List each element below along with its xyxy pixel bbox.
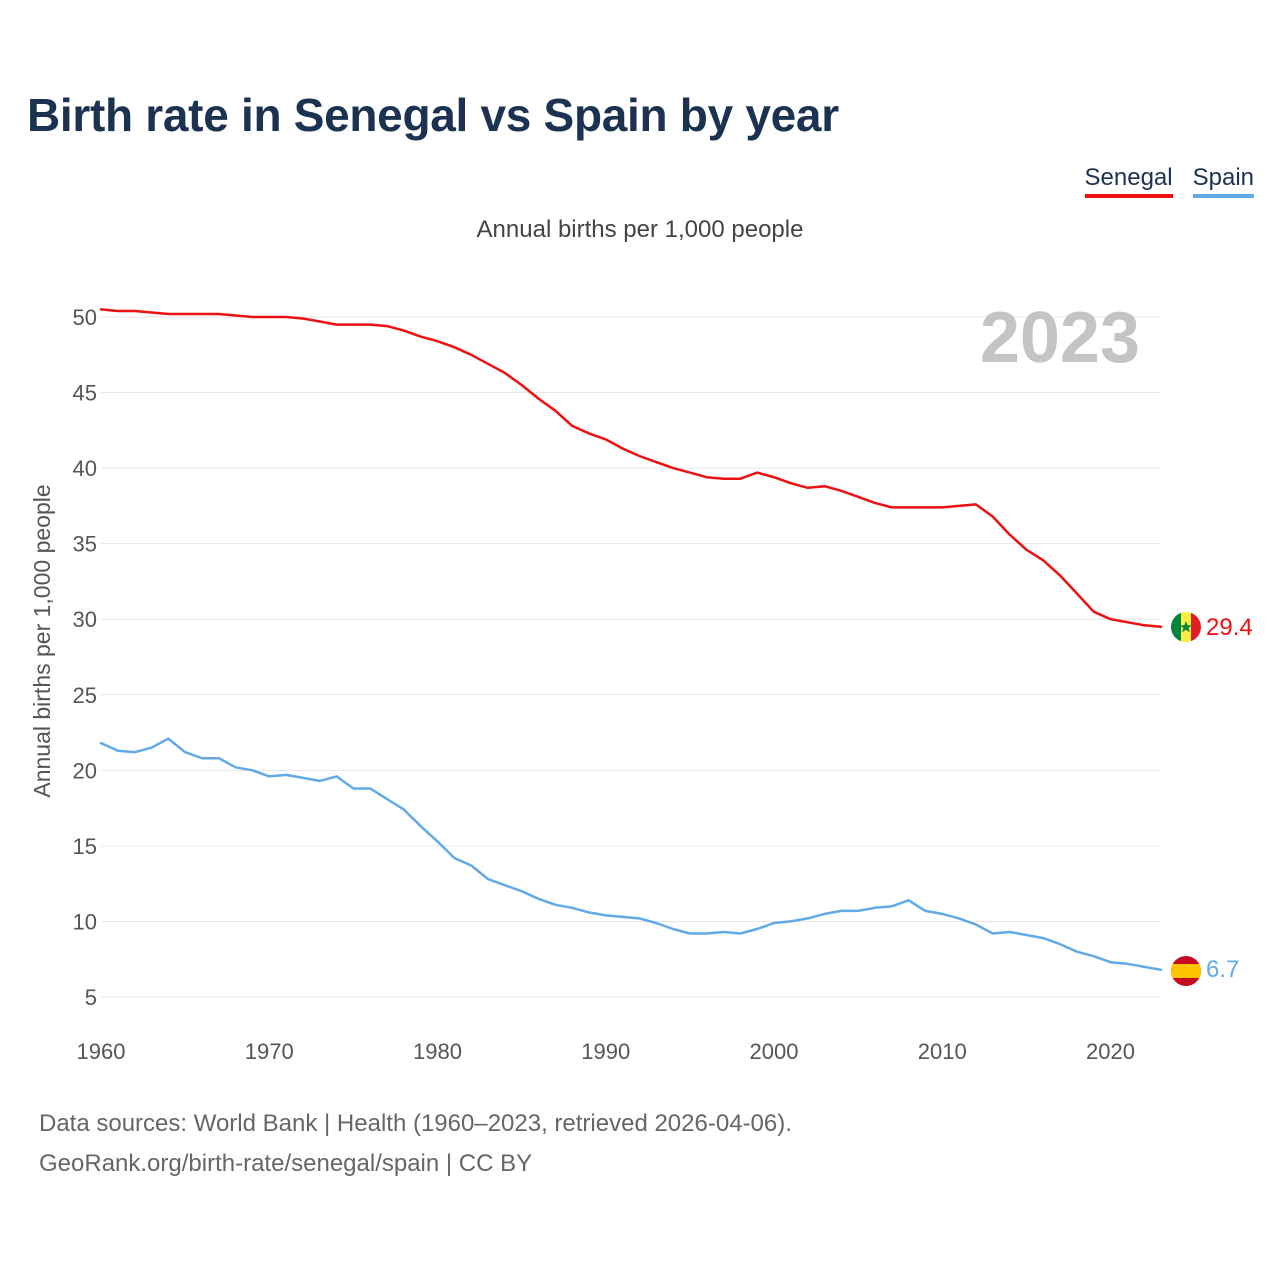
source-line-2[interactable]: GeoRank.org/birth-rate/senegal/spain | C… bbox=[39, 1150, 533, 1177]
y-tick-label: 45 bbox=[73, 381, 97, 406]
spain-end-label: 6.7 bbox=[1206, 956, 1239, 983]
x-tick-label: 1990 bbox=[581, 1039, 630, 1064]
legend-item-spain[interactable]: Spain bbox=[1192, 164, 1254, 198]
y-axis-title: Annual births per 1,000 people bbox=[29, 484, 55, 797]
y-tick-label: 50 bbox=[73, 305, 97, 330]
page-title: Birth rate in Senegal vs Spain by year bbox=[27, 89, 839, 141]
series-line-senegal[interactable] bbox=[99, 308, 1163, 629]
y-tick-label: 35 bbox=[73, 532, 97, 557]
x-tick-label: 1980 bbox=[413, 1039, 462, 1064]
senegal-flag-icon bbox=[1171, 612, 1201, 642]
y-tick-label: 5 bbox=[85, 985, 97, 1010]
x-tick-label: 2000 bbox=[750, 1039, 799, 1064]
x-tick-label: 1960 bbox=[77, 1039, 126, 1064]
source-line-1: Data sources: World Bank | Health (1960–… bbox=[39, 1110, 792, 1137]
x-tick-label: 1970 bbox=[245, 1039, 294, 1064]
y-tick-label: 10 bbox=[73, 909, 97, 934]
y-tick-label: 25 bbox=[73, 683, 97, 708]
y-tick-label: 40 bbox=[73, 456, 97, 481]
x-tick-label: 2020 bbox=[1086, 1039, 1135, 1064]
legend-item-senegal[interactable]: Senegal bbox=[1084, 164, 1173, 198]
spain-flag-icon bbox=[1171, 956, 1201, 986]
y-tick-label: 20 bbox=[73, 758, 97, 783]
chart-subtitle: Annual births per 1,000 people bbox=[476, 216, 804, 243]
series-line-spain[interactable] bbox=[99, 737, 1163, 972]
senegal-end-label: 29.4 bbox=[1206, 614, 1253, 641]
y-tick-label: 30 bbox=[73, 607, 97, 632]
line-chart: 5 10 15 20 25 30 35 40 45 50 1960 1970 1980 1990 2000… bbox=[29, 298, 1253, 1064]
year-label: 2023 bbox=[980, 298, 1140, 378]
y-tick-label: 15 bbox=[73, 834, 97, 859]
source-note: Data sources: World Bank | Health (1960–… bbox=[39, 1104, 792, 1184]
x-tick-label: 2010 bbox=[918, 1039, 967, 1064]
legend: Senegal Spain bbox=[1084, 164, 1254, 198]
